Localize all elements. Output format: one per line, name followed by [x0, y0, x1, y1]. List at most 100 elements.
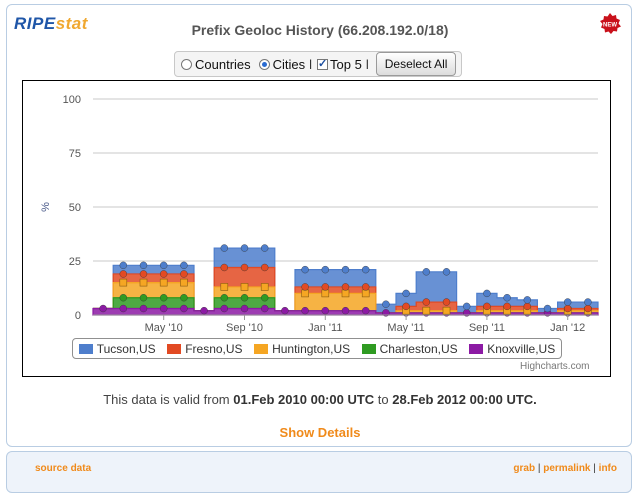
footer-bar: source data grab | permalink | info — [6, 451, 632, 493]
validity-text: This data is valid from 01.Feb 2010 00:0… — [0, 392, 640, 407]
logo-ripe-text: RIPE — [14, 14, 56, 33]
legend-label: Knoxville,US — [487, 341, 556, 356]
data-point — [321, 265, 329, 274]
data-point — [422, 298, 430, 306]
data-point — [240, 263, 249, 272]
data-point — [503, 294, 511, 302]
data-point — [361, 289, 370, 298]
validity-to: 28.Feb 2012 00:00 UTC. — [392, 392, 537, 407]
page-title: Prefix Geoloc History (66.208.192.0/18) — [191, 22, 449, 38]
cities-option[interactable]: Cities — [258, 57, 305, 72]
y-tick-label: 50 — [69, 202, 81, 214]
top5-checkbox[interactable]: ✓ — [317, 57, 329, 70]
data-point — [422, 268, 430, 276]
data-point — [301, 283, 309, 291]
legend-item-tucson[interactable]: Tucson,US — [78, 341, 156, 356]
y-axis-label: % — [40, 202, 52, 212]
data-point — [341, 283, 350, 291]
data-point — [260, 244, 269, 252]
data-point — [321, 289, 330, 298]
data-point — [240, 304, 249, 313]
data-point — [260, 263, 269, 272]
data-point — [119, 278, 128, 287]
separator: | — [593, 463, 596, 474]
permalink-link[interactable]: permalink — [543, 463, 591, 474]
cities-radio[interactable] — [258, 58, 270, 70]
countries-label: Countries — [195, 56, 251, 72]
separator: l — [309, 56, 313, 72]
data-point — [321, 306, 329, 315]
x-tick-label: Jan '12 — [550, 322, 585, 334]
legend-swatch — [167, 343, 182, 354]
data-point — [543, 304, 552, 313]
data-point — [159, 270, 168, 278]
data-point — [139, 270, 148, 278]
data-point — [220, 244, 229, 252]
geoloc-area-chart: 0 25 50 75 100% May '10 Sep '10 Jan '11 May '11 S… — [40, 94, 599, 334]
legend-label: Fresno,US — [185, 341, 243, 356]
data-point — [362, 283, 370, 291]
data-point — [483, 289, 491, 298]
legend-label: Charleston,US — [379, 341, 458, 356]
footer-links: grab | permalink | info — [513, 463, 617, 474]
legend-item-charleston[interactable]: Charleston,US — [361, 341, 458, 356]
validity-from: 01.Feb 2010 00:00 UTC — [233, 392, 375, 407]
data-point — [139, 294, 148, 302]
highcharts-credit[interactable]: Highcharts.com — [520, 361, 590, 372]
legend-item-knoxville[interactable]: Knoxville,US — [469, 342, 555, 356]
countries-option[interactable]: Countries — [181, 57, 251, 72]
y-tick-label: 75 — [69, 148, 81, 160]
validity-prefix: This data is valid from — [103, 392, 230, 407]
data-point — [442, 306, 451, 315]
legend-item-fresno[interactable]: Fresno,US — [167, 341, 243, 356]
y-tick-label: 25 — [69, 256, 81, 268]
logo-stat-text: stat — [55, 14, 88, 33]
legend-label: Tucson,US — [96, 341, 156, 356]
data-point — [180, 304, 188, 313]
x-tick-label: Sep '11 — [469, 322, 505, 334]
data-point — [301, 265, 309, 274]
data-point — [119, 304, 128, 313]
data-point — [362, 306, 370, 315]
legend-label: Huntington,US — [272, 341, 351, 356]
data-point — [281, 306, 289, 315]
data-point — [200, 306, 208, 315]
data-point — [260, 283, 269, 291]
data-point — [240, 294, 249, 302]
data-point — [402, 302, 410, 311]
data-point — [422, 306, 431, 315]
data-point — [341, 289, 350, 298]
x-tick-label: May '11 — [387, 322, 424, 334]
data-point — [119, 270, 128, 278]
deselect-all-button[interactable]: Deselect All — [375, 52, 457, 76]
info-link[interactable]: info — [598, 463, 617, 474]
ripestat-logo[interactable]: RIPEstat — [14, 14, 88, 34]
legend-swatch — [469, 343, 484, 354]
legend-item-huntington[interactable]: Huntington,US — [254, 342, 350, 356]
data-point — [362, 265, 370, 274]
data-point — [382, 300, 390, 308]
data-point — [220, 283, 229, 291]
y-tick-label: 100 — [63, 94, 81, 106]
grab-link[interactable]: grab — [513, 463, 536, 474]
chart-container: 0 25 50 75 100% May '10 Sep '10 Jan '11 May '11 S… — [22, 80, 611, 377]
data-point — [301, 306, 309, 315]
legend-swatch — [78, 343, 93, 354]
show-details-link[interactable]: Show Details — [279, 425, 361, 440]
view-controls: Countries Cities l ✓ Top 5 l Deselect Al… — [174, 51, 462, 77]
separator: | — [537, 463, 541, 474]
data-point — [260, 304, 269, 313]
data-point — [341, 265, 350, 274]
data-point — [119, 261, 128, 270]
data-point — [139, 261, 148, 270]
data-point — [220, 304, 229, 313]
data-point — [180, 270, 188, 278]
countries-radio[interactable] — [181, 58, 192, 70]
x-tick-label: Sep '10 — [226, 322, 263, 334]
data-point — [139, 304, 148, 313]
top5-option[interactable]: ✓ Top 5 — [317, 57, 362, 72]
source-data-link[interactable]: source data — [35, 463, 92, 474]
data-point — [240, 244, 249, 252]
data-point — [523, 302, 531, 311]
data-point — [180, 261, 188, 270]
